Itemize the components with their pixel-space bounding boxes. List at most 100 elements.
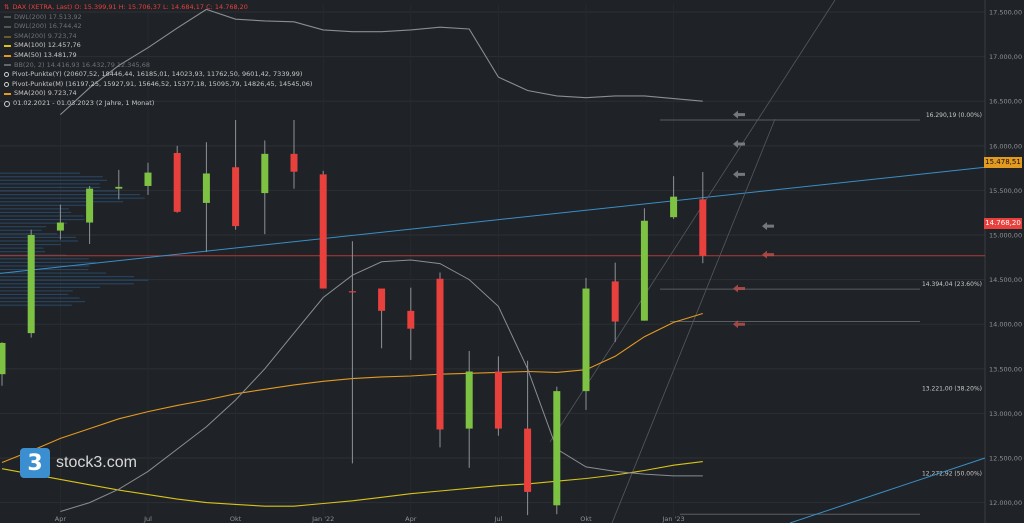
volume-profile-bar [0,247,44,249]
candle-body [319,174,327,289]
fib-label: 13.221,00 (38.20%) [922,386,982,393]
candle-body [465,371,473,429]
fib-label: 16.290,19 (0.00%) [926,112,982,119]
volume-profile-bar [0,226,47,228]
volume-profile-bar [0,283,134,285]
y-tick-label: 12.000,00 [989,499,1022,507]
candle-body [144,172,152,186]
trend-line-blue [0,166,986,274]
legend-swatch [4,93,11,96]
candle-body [553,391,561,506]
volume-profile-bar [0,251,46,253]
volume-profile-bar [0,297,80,299]
pivot-arrow-icon [733,140,745,149]
volume-profile-bar [0,279,149,281]
y-tick-label: 12.500,00 [989,455,1022,463]
y-tick-label: 15.500,00 [989,187,1022,195]
legend-swatch [4,54,11,57]
volume-profile-bar [0,272,107,274]
chart-legend: ⇅ DAX (XETRA, Last) O: 15.399,91 H: 15.7… [4,3,312,109]
y-tick-label: 15.000,00 [989,232,1022,240]
volume-profile-bar [0,215,84,217]
pivot-arrow-icon [733,170,745,179]
y-tick-label: 14.500,00 [989,276,1022,284]
volume-profile-bar [0,197,145,199]
series-sma-100- [1,461,703,507]
volume-profile-bar [0,240,79,242]
volume-profile-bar [0,172,81,174]
close-price-tag: 14.768,20 [984,218,1022,229]
volume-profile [0,172,149,306]
candle-body [436,278,444,430]
candle-body [407,310,415,329]
volume-profile-bar [0,304,72,306]
candles [0,119,707,516]
volume-profile-bar [0,286,101,288]
pivot-icon [4,72,9,78]
candle-body [699,199,707,256]
volume-profile-bar [0,276,135,278]
volume-profile-bar [0,218,85,221]
candle-body [348,291,356,293]
fib-label: 14.394,04 (23.60%) [922,281,982,288]
candle-body [261,153,269,194]
volume-profile-bar [0,265,90,267]
volume-profile-bar [0,190,118,192]
candle-body [202,173,210,203]
volume-profile-bar [0,222,68,224]
candle-body [524,428,532,492]
y-tick-label: 16.500,00 [989,98,1022,106]
legend-dwl-1: DWL(200) 17.513,92 [4,13,312,23]
channel-line [611,118,776,523]
volume-profile-bar [0,268,89,271]
series-bb-lower [60,259,703,512]
candle-body [173,152,181,212]
x-tick-label: Jan '22 [311,515,334,523]
legend-swatch [4,25,11,28]
volume-profile-bar [0,179,108,181]
legend-range: 01.02.2021 - 01.03.2023 (2 Jahre, 1 Mona… [4,99,312,109]
logo-name: stock3.com [56,454,137,471]
pivot-icon [4,82,9,88]
x-tick-label: Jan '23 [662,515,685,523]
volume-profile-bar [0,301,85,303]
legend-pivot-m: Pivot-Punkte(M) (16197,25, 15927,91, 156… [4,80,312,90]
candle-body [670,196,678,218]
channel-line [549,0,836,443]
volume-profile-bar [0,258,89,260]
pivot-arrow-icon [733,320,745,329]
y-tick-label: 14.000,00 [989,321,1022,329]
legend-sma50: SMA(50) 13.481,79 [4,51,312,61]
candle-body [0,342,6,375]
candle-body [290,153,298,172]
pivot-arrow-icon [733,110,745,119]
legend-swatch [4,45,11,48]
current-price-tag: 15.478,51 [984,157,1022,168]
candle-body [232,167,240,227]
candle-body [115,186,123,189]
y-tick-label: 13.500,00 [989,365,1022,373]
volume-profile-bar [0,229,42,231]
candle-body [494,371,502,429]
x-tick-label: Jul [143,515,152,523]
pivot-arrow-icon [762,222,774,231]
stock3-logo: 3 stock3.com [20,448,137,478]
volume-profile-bar [0,233,58,235]
trend-line-blue [789,457,986,523]
volume-profile-bar [0,193,140,196]
x-tick-label: Apr [55,515,67,523]
pivot-arrow-icon [733,284,745,293]
volume-profile-bar [0,201,124,203]
candle-body [86,188,94,223]
volume-profile-bar [0,183,100,185]
candle-body [27,235,35,334]
volume-profile-bar [0,208,69,210]
legend-swatch [4,64,11,67]
legend-symbol: ⇅ DAX (XETRA, Last) O: 15.399,91 H: 15.7… [4,3,248,11]
legend-sma200-dim: SMA(200) 9.723,74 [4,32,312,42]
x-tick-label: Apr [405,515,417,523]
symbol-icon: ⇅ [4,3,10,11]
legend-sma200: SMA(200) 9.723,74 [4,89,312,99]
